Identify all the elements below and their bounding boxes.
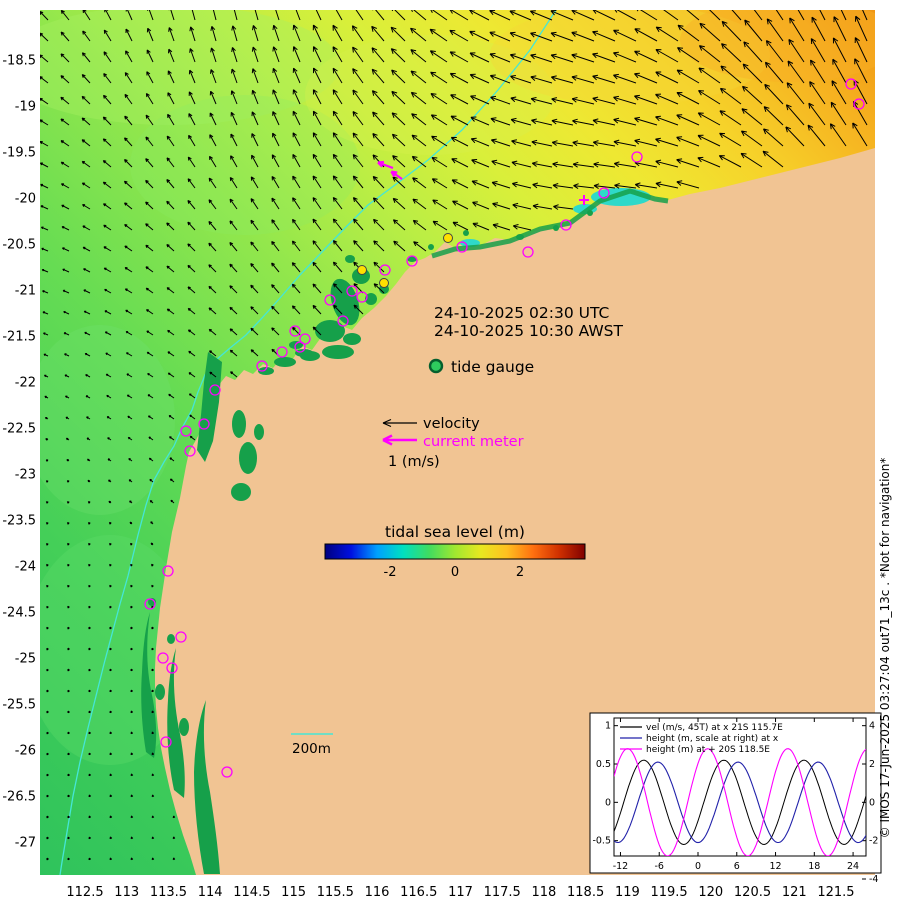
colorbar: tidal sea level (m) -2 0 2 [324,523,586,580]
svg-text:118.5: 118.5 [567,885,604,900]
svg-text:-25: -25 [15,652,36,667]
svg-text:1: 1 [605,721,611,732]
svg-text:118: 118 [532,885,557,900]
svg-text:-25.5: -25.5 [2,698,36,713]
svg-text:-19.5: -19.5 [2,146,36,161]
svg-text:-27: -27 [15,836,36,851]
svg-text:6: 6 [734,861,740,872]
map-plot-area [40,10,875,875]
datetime-awst: 24-10-2025 10:30 AWST [434,322,624,340]
svg-text:2: 2 [869,759,875,770]
inset-axes-frame [613,717,867,857]
svg-text:-4: -4 [869,874,878,885]
svg-text:116.5: 116.5 [400,885,437,900]
svg-text:-20: -20 [15,192,36,207]
svg-text:0: 0 [869,797,875,808]
svg-text:height (m, scale at right) at: height (m, scale at right) at x [646,734,779,744]
svg-text:119.5: 119.5 [650,885,687,900]
svg-text:0: 0 [695,861,701,872]
svg-text:-18.5: -18.5 [2,54,36,69]
svg-text:112.5: 112.5 [66,885,103,900]
contour-legend-label: 200m [292,741,331,757]
coastal-shallows-islands [141,188,669,874]
tide-gauge-markers [144,78,865,778]
speed-scale-label: 1 (m/s) [388,454,440,470]
svg-text:0: 0 [451,565,459,580]
svg-text:-24.5: -24.5 [2,606,36,621]
svg-text:-20.5: -20.5 [2,238,36,253]
svg-text:12: 12 [769,861,781,872]
svg-text:114: 114 [198,885,223,900]
datetime-utc: 24-10-2025 02:30 UTC [434,304,609,322]
svg-text:vel (m/s, 45T) at x 21S 115.7E: vel (m/s, 45T) at x 21S 115.7E [646,723,783,733]
svg-text:18: 18 [808,861,820,872]
tide-gauge-legend-icon [428,358,444,374]
colorbar-tick-labels: -2 0 2 [384,565,525,580]
map-annotations: 24-10-2025 02:30 UTC 24-10-2025 10:30 AW… [291,304,624,757]
longitude-axis-labels: 112.5 113 113.5 114 114.5 115 115.5 116 116.5 117… [66,885,854,900]
svg-text:height (m) at + 20S 118.5E: height (m) at + 20S 118.5E [646,745,770,755]
svg-text:-21.5: -21.5 [2,330,36,345]
svg-text:-6: -6 [654,861,663,872]
svg-text:-26.5: -26.5 [2,790,36,805]
current-meter-legend-arrow-icon [382,434,417,446]
svg-text:0: 0 [605,797,611,808]
svg-text:-22: -22 [15,376,36,391]
svg-text:120: 120 [698,885,723,900]
svg-text:113.5: 113.5 [150,885,187,900]
svg-text:115: 115 [281,885,306,900]
svg-text:4: 4 [869,721,875,732]
land-mass [155,148,875,875]
latitude-axis-labels: -18.5 -19 -19.5 -20 -20.5 -21 -21.5 -22 -22.5 -23… [2,54,36,851]
svg-text:0.5: 0.5 [596,759,611,770]
svg-text:117.5: 117.5 [484,885,521,900]
svg-text:116: 116 [365,885,390,900]
svg-text:113: 113 [114,885,139,900]
tide-gauge-legend-label: tide gauge [451,358,534,376]
svg-text:120.5: 120.5 [734,885,771,900]
colorbar-gradient-bar [324,543,586,560]
current-meter-markers [377,160,589,205]
inset-dynamic-content: -12 -6 0 6 12 18 24 1 0.5 0 -0.5 4 2 0 -2 -4 vel (m/s, 4… [592,718,878,885]
colorbar-title: tidal sea level (m) [385,523,525,541]
svg-text:-2: -2 [869,836,878,847]
svg-text:119: 119 [615,885,640,900]
credit-watermark: © IMOS 17-Jun-2025 03:27:04 out71_13c . … [878,458,892,839]
svg-text:117: 117 [448,885,473,900]
svg-text:-19: -19 [15,100,36,115]
velocity-legend-label: velocity [423,416,480,432]
svg-text:121.5: 121.5 [817,885,854,900]
svg-text:-22.5: -22.5 [2,422,36,437]
svg-text:-21: -21 [15,284,36,299]
depth-contour-200m [59,10,557,875]
inset-timeseries-chart: -12 -6 0 6 12 18 24 1 0.5 0 -0.5 4 2 0 -2 -4 vel (m/s, 4… [589,712,882,885]
svg-text:-26: -26 [15,744,36,759]
svg-text:114.5: 114.5 [233,885,270,900]
svg-text:121: 121 [782,885,807,900]
svg-text:-2: -2 [384,565,397,580]
svg-text:115.5: 115.5 [317,885,354,900]
svg-text:-0.5: -0.5 [592,836,611,847]
velocity-legend-arrow-icon [382,418,417,428]
svg-text:24: 24 [847,861,859,872]
svg-text:2: 2 [516,565,524,580]
svg-text:-23.5: -23.5 [2,514,36,529]
svg-text:-24: -24 [15,560,36,575]
current-meter-legend-label: current meter [423,434,524,450]
svg-text:-23: -23 [15,468,36,483]
svg-text:-12: -12 [613,861,629,872]
velocity-arrow-field [40,10,868,861]
